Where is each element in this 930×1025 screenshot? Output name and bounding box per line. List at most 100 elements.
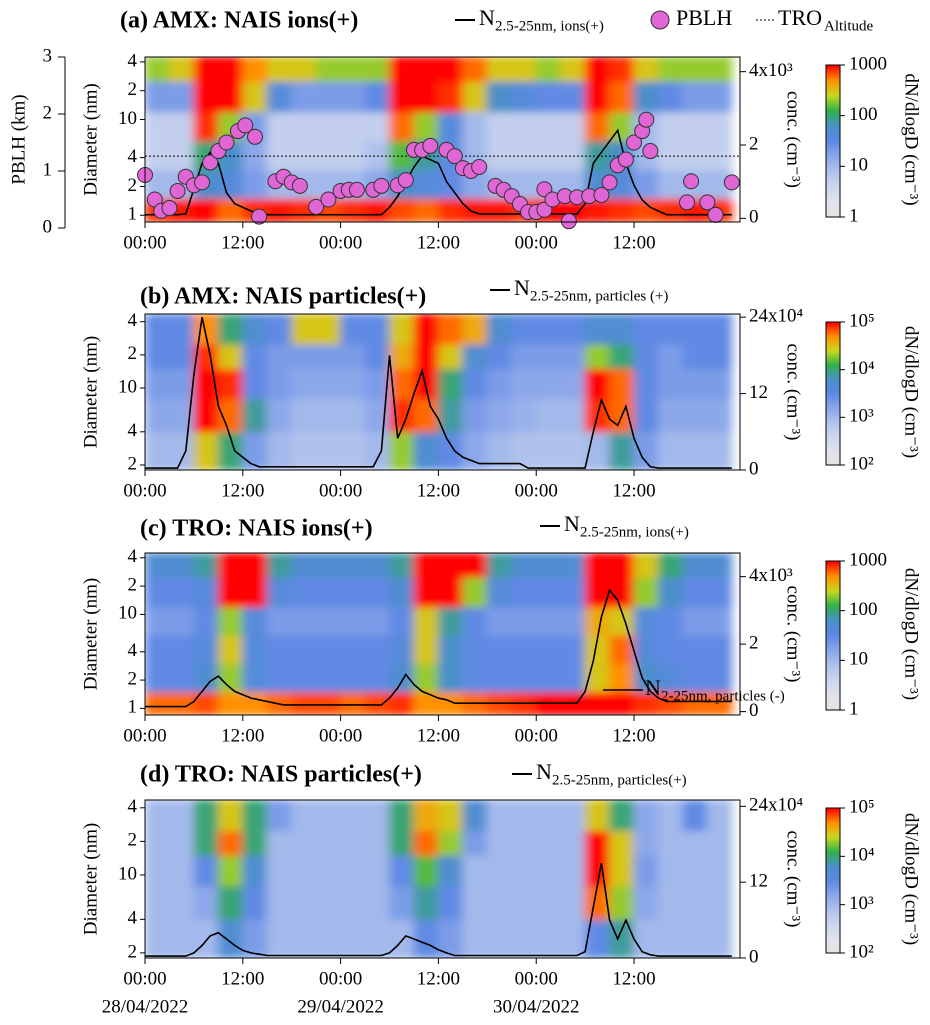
heatmap-cell — [486, 80, 513, 113]
colorbar-step — [826, 102, 840, 106]
heatmap-cell — [145, 57, 170, 82]
heatmap-cell — [364, 431, 391, 470]
heatmap-cell — [193, 691, 219, 715]
heatmap-cell — [511, 553, 537, 578]
colorbar-step — [826, 819, 840, 823]
colorbar-step — [826, 637, 840, 641]
y2-tick-label: 2 — [749, 632, 759, 653]
heatmap-cell — [364, 854, 391, 887]
heatmap-cell — [145, 140, 170, 171]
colorbar-step — [826, 395, 840, 399]
colorbar-step — [826, 817, 840, 821]
pblh-marker — [683, 173, 700, 190]
heatmap-cell — [511, 918, 537, 958]
heatmap-cell — [511, 314, 537, 345]
plot-frame — [144, 799, 741, 959]
x-tick-label: 00:00 — [319, 232, 362, 253]
heatmap-cell — [462, 885, 488, 920]
heatmap-cell — [266, 606, 293, 636]
heatmap-cell — [437, 885, 464, 920]
heatmap-cell — [389, 800, 415, 832]
heatmap-cell — [560, 553, 586, 578]
colorbar-step — [826, 431, 840, 435]
heatmap-cell — [682, 314, 708, 345]
heatmap-cell — [633, 553, 659, 578]
heatmap-cell — [633, 398, 659, 433]
heatmap-cell — [437, 663, 464, 693]
heatmap-cell — [291, 398, 317, 433]
heatmap-cell — [168, 431, 195, 470]
heatmap-cell — [535, 431, 562, 470]
colorbar-step — [826, 110, 840, 114]
colorbar-step — [826, 682, 840, 686]
colorbar-step — [826, 181, 840, 185]
heatmap-cell — [706, 854, 733, 887]
heatmap-cell — [633, 606, 659, 636]
colorbar-step — [826, 935, 840, 939]
legend-label-sub: 2.5-25nm, particles (+) — [530, 288, 668, 304]
colorbar-step — [826, 863, 840, 867]
colorbar-step — [826, 400, 840, 404]
colorbar-step — [826, 148, 840, 152]
x-tick-label: 12:00 — [417, 480, 460, 501]
pblh-marker — [218, 134, 235, 151]
heatmap-cell — [145, 918, 170, 958]
heatmap-cell — [266, 854, 293, 887]
heatmap-cell — [486, 606, 513, 636]
pblh-marker — [446, 148, 463, 165]
colorbar-step — [826, 877, 840, 881]
colorbar-step — [826, 875, 840, 879]
heatmap-cell — [413, 606, 439, 636]
heatmap-cell — [609, 854, 635, 887]
heatmap-cell — [437, 553, 464, 578]
colorbar-step — [826, 355, 840, 359]
colorbar-step — [826, 424, 840, 428]
heatmap-cell — [389, 343, 415, 370]
colorbar-step — [826, 455, 840, 459]
x-tick-label: 00:00 — [515, 725, 558, 746]
x-tick-label: 00:00 — [319, 725, 362, 746]
heatmap-cell — [462, 800, 488, 832]
colorbar-step — [826, 445, 840, 449]
heatmap-cell — [657, 691, 684, 715]
colorbar-step — [826, 359, 840, 363]
heatmap-cell — [462, 918, 488, 958]
colorbar-step — [826, 615, 840, 619]
heatmap-cell — [364, 57, 391, 82]
colorbar-step — [826, 607, 840, 611]
heatmap-cell — [437, 854, 464, 887]
colorbar-step — [826, 565, 840, 569]
pblh-marker — [397, 172, 414, 189]
heatmap-cell — [633, 80, 659, 113]
heatmap-cell — [511, 398, 537, 433]
heatmap-cell — [560, 431, 586, 470]
heatmap-cell — [168, 918, 195, 958]
heatmap-cell — [511, 854, 537, 887]
colorbar-step — [826, 848, 840, 852]
heatmap-cell — [413, 800, 439, 832]
colorbar-step — [826, 326, 840, 330]
heatmap-cell — [633, 830, 659, 856]
heatmap-cell — [706, 800, 733, 832]
colorbar-tick-label: 10 — [849, 649, 868, 670]
colorbar-step — [826, 911, 840, 915]
colorbar-step — [826, 426, 840, 430]
colorbar-step — [826, 834, 840, 838]
colorbar-step — [826, 897, 840, 901]
heatmap-cell — [389, 854, 415, 887]
colorbar-step — [826, 160, 840, 165]
colorbar-step — [826, 364, 840, 368]
colorbar-step — [826, 894, 840, 898]
heatmap-cell — [486, 854, 513, 887]
heatmap-cell — [609, 343, 635, 370]
heatmap-cell — [413, 691, 439, 715]
heatmap-cell — [682, 80, 708, 113]
heatmap-cell — [535, 314, 562, 345]
heatmap-cell — [340, 80, 366, 113]
colorbar-step — [826, 145, 840, 149]
heatmap-cell — [706, 314, 733, 345]
colorbar-step — [826, 135, 840, 139]
y-axis-label: Diameter (nm) — [80, 83, 101, 195]
heatmap-cell — [535, 398, 562, 433]
heatmap-cell — [193, 197, 219, 222]
